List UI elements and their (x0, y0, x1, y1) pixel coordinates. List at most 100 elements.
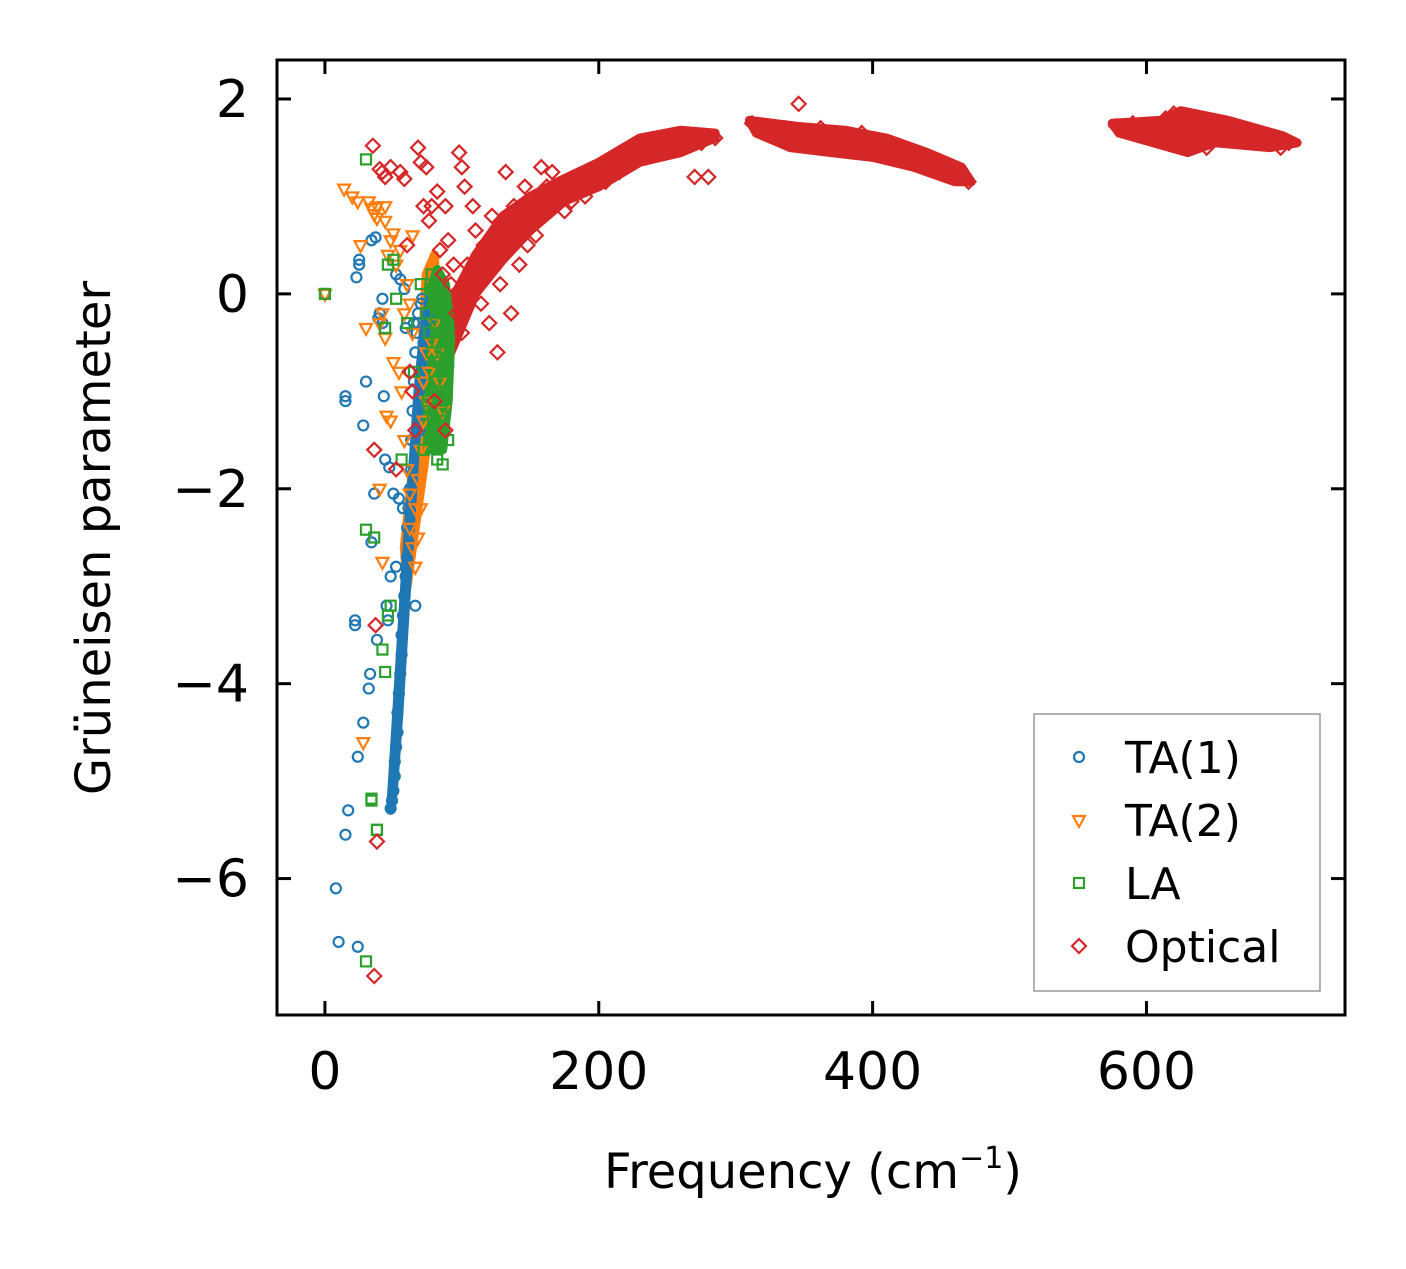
optical-point (519, 236, 537, 254)
optical-point (475, 236, 493, 254)
optical-point (365, 441, 383, 459)
optical-point (367, 616, 385, 634)
optical-point (445, 256, 463, 274)
ta-1-point (396, 502, 410, 515)
optical-point (610, 163, 628, 181)
ta-2-point (401, 488, 418, 503)
optical-point (499, 236, 517, 254)
optical-point (538, 178, 556, 196)
optical-point (398, 236, 416, 254)
ta-1-point (329, 882, 342, 895)
optical-point (491, 275, 509, 293)
la-point (439, 385, 452, 398)
optical-point (477, 256, 496, 274)
optical-point (423, 197, 441, 215)
optical-point (743, 114, 761, 132)
ta-1-point (364, 667, 377, 681)
optical-point (590, 168, 608, 186)
optical-point (436, 421, 454, 439)
optical-point (494, 217, 512, 235)
optical-point (658, 134, 676, 152)
optical-point (417, 158, 435, 176)
optical-band-low (416, 125, 720, 464)
ta-2-point (369, 201, 385, 216)
optical-point (425, 392, 444, 410)
ta-1-point (384, 570, 397, 583)
optical-point (631, 144, 649, 162)
la-point (390, 292, 403, 305)
ta-2-point (377, 215, 394, 231)
optical-point (480, 314, 498, 332)
optical-point (706, 129, 724, 147)
optical-point (510, 256, 528, 274)
legend-marker-ta-1 (1072, 750, 1086, 764)
la-point (400, 317, 414, 330)
optical-point (562, 192, 580, 210)
ta-2-point (391, 366, 407, 382)
optical-point (836, 129, 854, 147)
la-point (318, 287, 332, 300)
ta-2-point (401, 522, 418, 538)
ta-1-point (383, 461, 396, 474)
optical-point (546, 192, 564, 210)
optical-point (672, 134, 690, 152)
ta-2-point (371, 318, 388, 333)
optical-point (453, 158, 471, 176)
optical-point (1263, 129, 1281, 147)
ta-1-point (377, 390, 390, 403)
ta-1-point (351, 750, 364, 763)
optical-point (439, 231, 457, 249)
ta-2-point (377, 201, 394, 216)
ta-1-point (342, 804, 355, 817)
la-point (433, 307, 447, 320)
y-tick-label: −4 (172, 655, 249, 715)
ta-1-point (351, 940, 364, 953)
y-tick-label: 0 (216, 265, 249, 325)
optical-point (759, 124, 778, 142)
x-axis-title-main: Frequency (cm (604, 1144, 959, 1200)
optical-point (665, 139, 683, 157)
optical-point (406, 421, 424, 439)
ta-1-point (339, 390, 352, 403)
optical-point (877, 139, 895, 157)
optical-point (543, 163, 561, 181)
la-point (359, 153, 373, 166)
optical-point (624, 153, 642, 171)
ta-2-point (393, 386, 410, 401)
ta-1-point (409, 599, 422, 612)
optical-point (692, 134, 711, 152)
optical-point (583, 173, 601, 191)
ta-1-point (369, 231, 382, 244)
optical-point (790, 95, 808, 113)
optical-point (569, 183, 587, 201)
ta-1-point (339, 828, 352, 841)
optical-point (466, 221, 485, 240)
optical-point (751, 119, 769, 137)
x-axis-title-close: ) (1003, 1144, 1022, 1200)
la-point (440, 317, 453, 330)
optical-point (382, 158, 400, 176)
optical-point (1198, 139, 1216, 157)
optical-point (431, 241, 449, 259)
optical-point (1181, 129, 1199, 147)
ta-1-point (357, 716, 370, 729)
ta-1-point (359, 375, 373, 388)
ta-2-point (374, 308, 391, 323)
optical-point (861, 134, 879, 152)
ta-2-point (396, 434, 413, 450)
optical-point (436, 197, 454, 215)
optical-point (1231, 124, 1249, 142)
optical-point (508, 226, 526, 244)
ta-2-point (399, 279, 415, 294)
ta-1-point (413, 424, 426, 437)
optical-point (927, 153, 945, 171)
optical-point (555, 202, 574, 220)
legend-marker-ta-2 (1071, 814, 1087, 830)
ta-1-point (350, 271, 363, 284)
ta-2-point (352, 240, 369, 255)
ta-1-point (391, 726, 404, 739)
optical-point (434, 265, 452, 283)
optical-point (529, 187, 548, 205)
ta-2-point (371, 483, 388, 499)
la-point (424, 282, 437, 296)
